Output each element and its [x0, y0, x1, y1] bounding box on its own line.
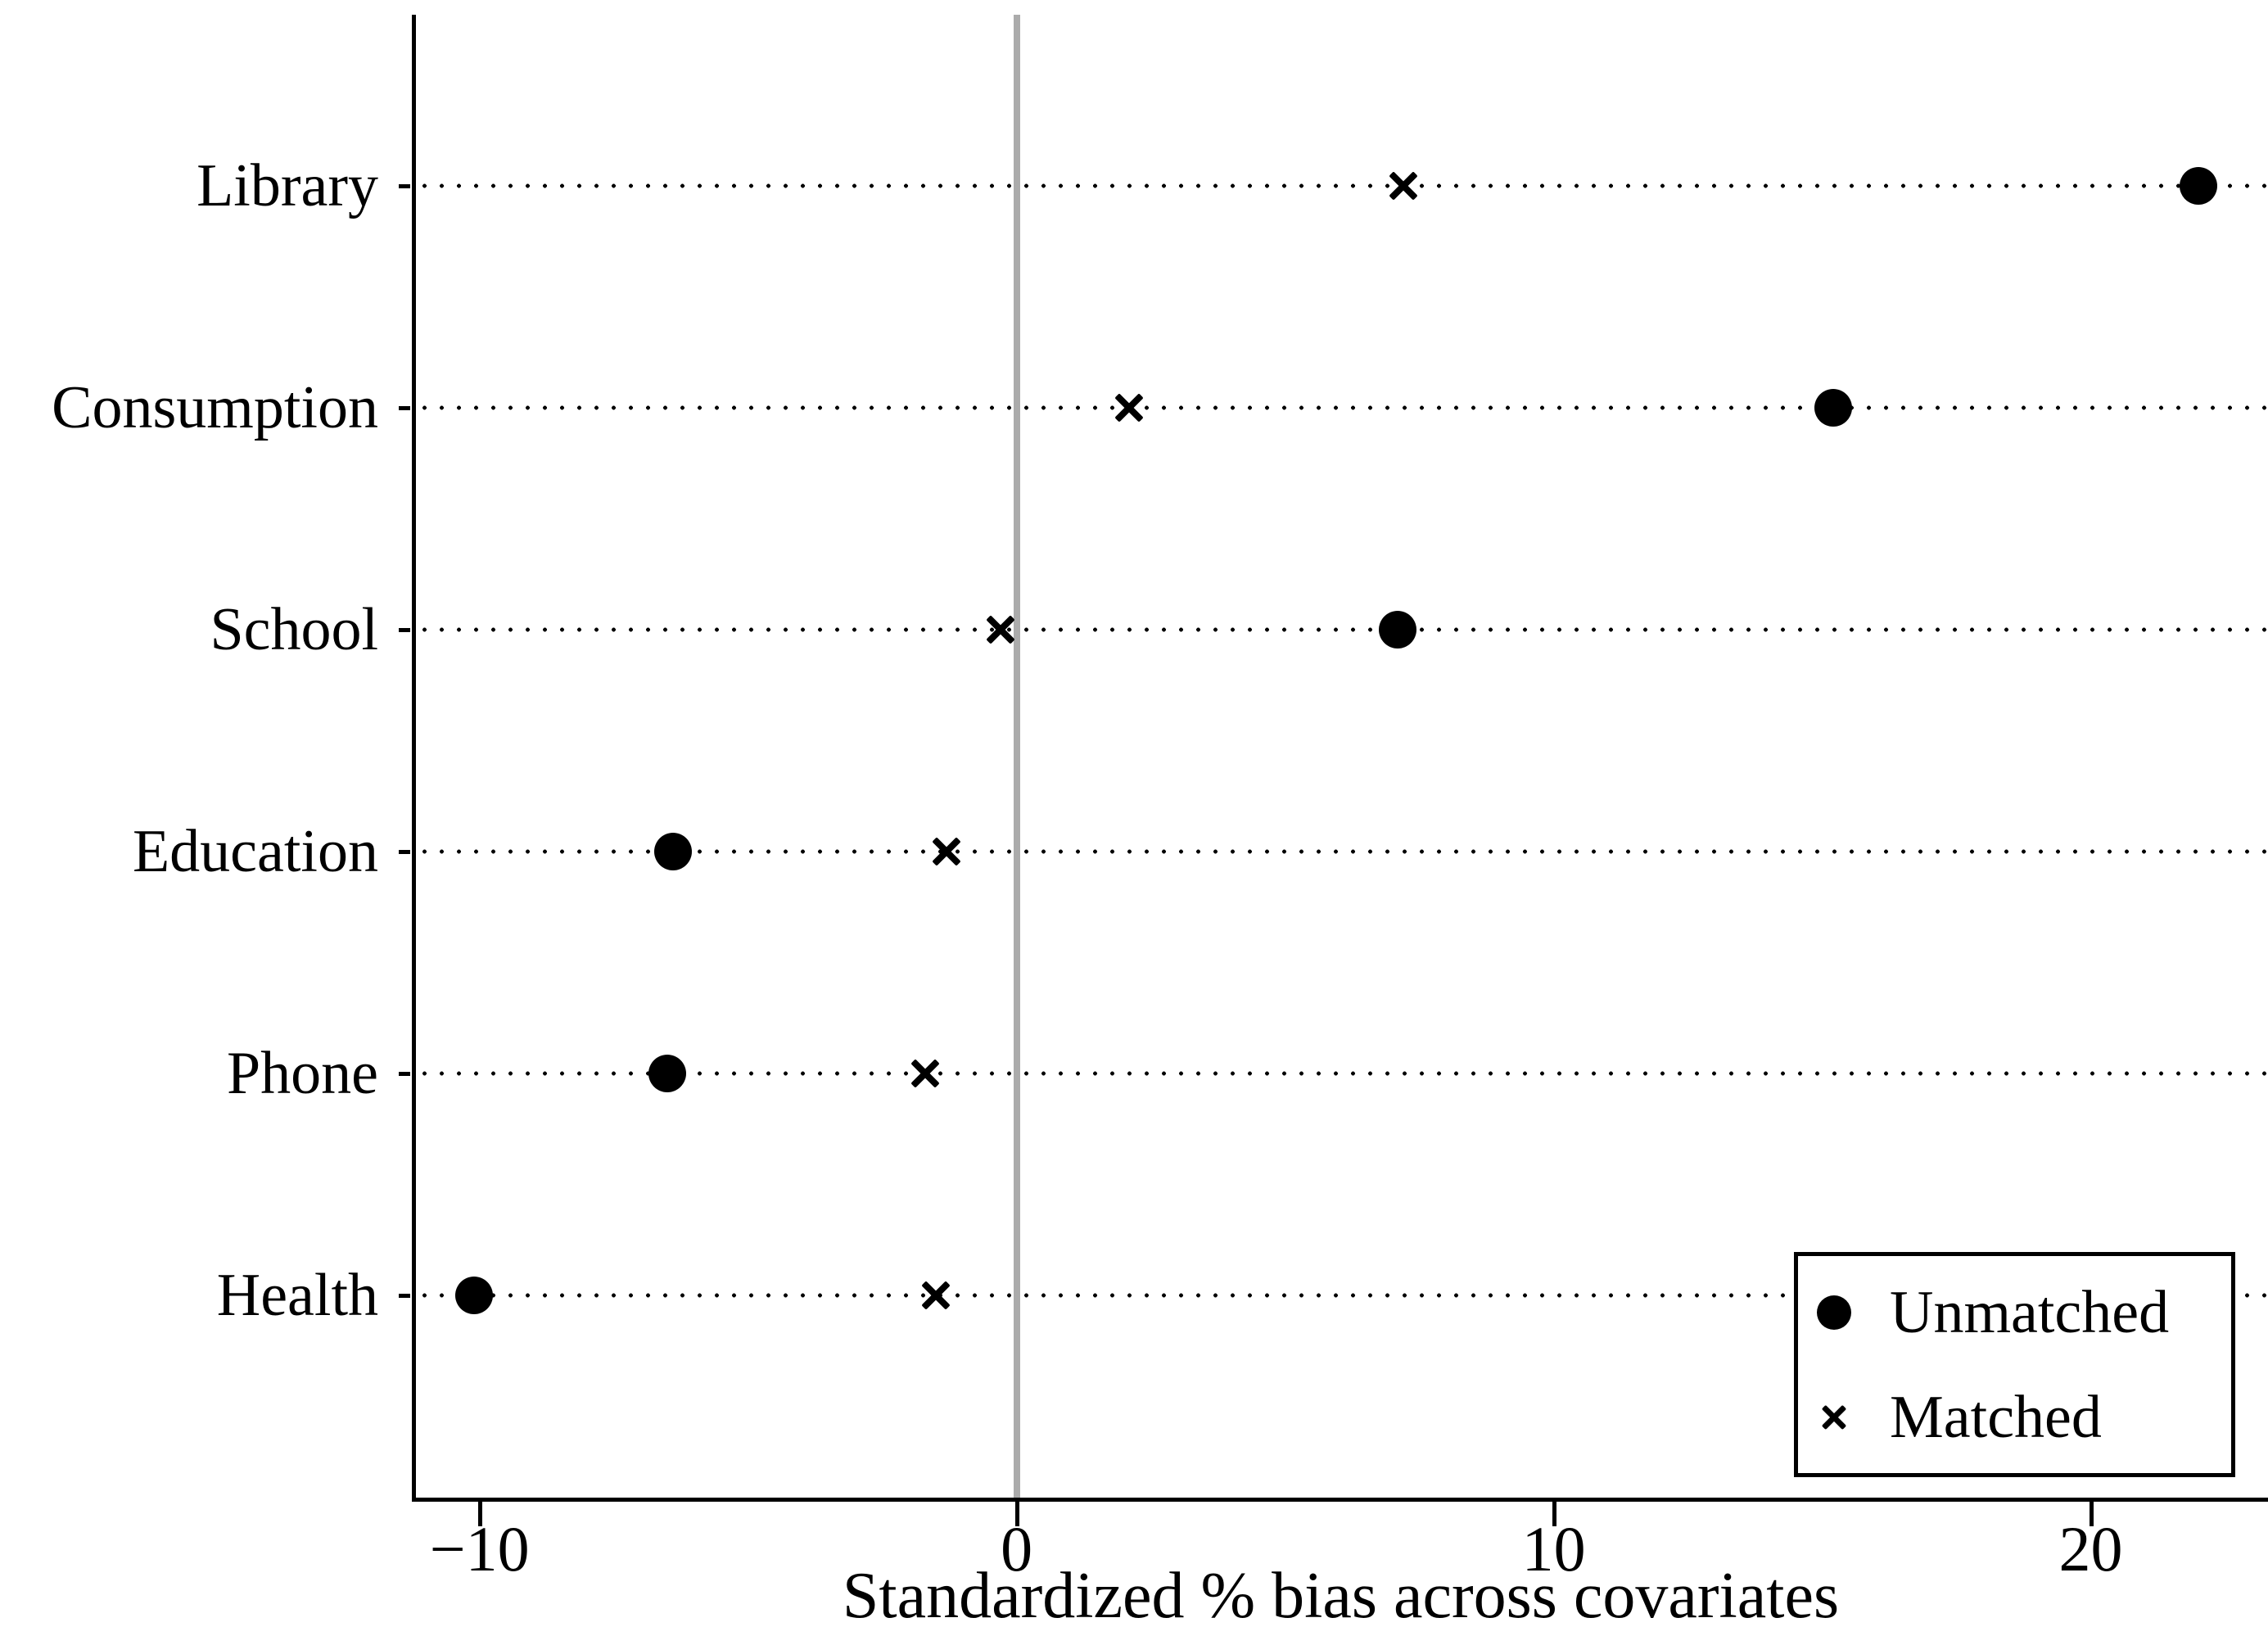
legend-label-unmatched: Unmatched: [1890, 1278, 2170, 1346]
y-tick-health: [399, 1294, 410, 1298]
y-tick-phone: [399, 1072, 410, 1076]
legend-marker-unmatched: [1808, 1286, 1860, 1339]
legend: Unmatched Matched: [1794, 1252, 2235, 1477]
y-label-consumption: Consumption: [52, 374, 378, 441]
grid-row-school: [416, 627, 2268, 632]
marker-unmatched-health: [455, 1277, 494, 1314]
x-tick--10: [477, 1502, 482, 1526]
y-tick-consumption: [399, 406, 410, 410]
x-axis-line: [412, 1498, 2268, 1502]
y-axis-line: [412, 15, 416, 1502]
grid-row-consumption: [416, 405, 2268, 410]
grid-row-education: [416, 849, 2268, 854]
y-label-health: Health: [216, 1262, 378, 1329]
marker-matched-health: [921, 1281, 951, 1310]
y-tick-library: [399, 184, 410, 188]
marker-unmatched-library: [2179, 167, 2217, 205]
marker-matched-library: [1389, 171, 1418, 201]
x-tick-10: [1552, 1502, 1556, 1526]
grid-row-health: [416, 1293, 2268, 1298]
y-tick-school: [399, 628, 410, 632]
legend-marker-matched: [1808, 1391, 1860, 1444]
x-tick-label--10: −10: [429, 1513, 530, 1584]
legend-label-matched: Matched: [1890, 1383, 2102, 1451]
marker-unmatched-education: [653, 833, 692, 870]
x-tick-label-20: 20: [2058, 1513, 2123, 1584]
x-tick-20: [2089, 1502, 2094, 1526]
marker-unmatched-phone: [648, 1055, 687, 1092]
x-tick-0: [1014, 1502, 1019, 1526]
y-label-library: Library: [197, 152, 378, 219]
legend-entry-matched: Matched: [1798, 1365, 2231, 1470]
marker-matched-phone: [910, 1059, 940, 1088]
y-label-school: School: [210, 596, 378, 663]
marker-unmatched-consumption: [1814, 389, 1852, 427]
y-label-phone: Phone: [227, 1040, 378, 1107]
marker-matched-education: [932, 837, 961, 866]
circle-icon: [1817, 1295, 1851, 1330]
y-tick-education: [399, 850, 410, 854]
y-label-education: Education: [132, 818, 378, 885]
grid-row-phone: [416, 1071, 2268, 1076]
x-icon: [1821, 1404, 1847, 1430]
x-tick-label-10: 10: [1521, 1513, 1586, 1584]
marker-unmatched-school: [1379, 611, 1417, 649]
grid-row-library: [416, 183, 2268, 188]
legend-entry-unmatched: Unmatched: [1798, 1260, 2231, 1365]
marker-matched-consumption: [1114, 393, 1144, 423]
zero-reference-line: [1014, 15, 1020, 1498]
x-tick-label-0: 0: [1001, 1513, 1033, 1584]
x-axis-title: Standardized % bias across covariates: [842, 1560, 1840, 1632]
marker-matched-school: [986, 615, 1015, 644]
